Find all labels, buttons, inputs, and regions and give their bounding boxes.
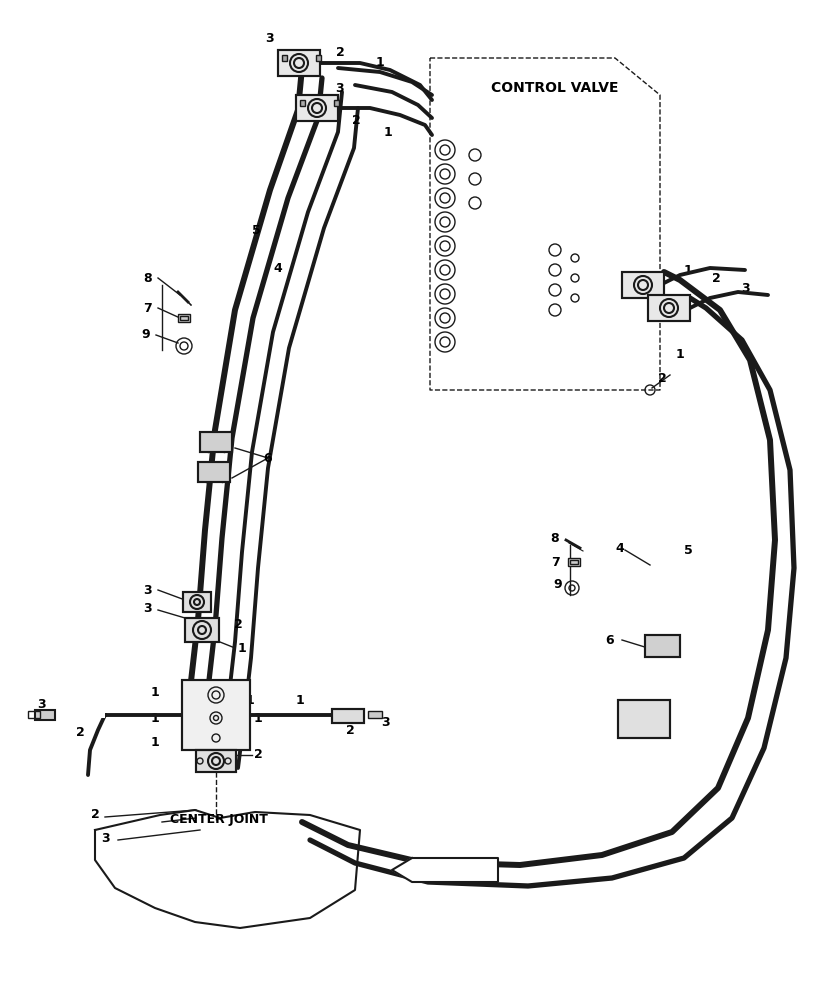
Text: CONTROL VALVE: CONTROL VALVE xyxy=(491,81,619,95)
Bar xyxy=(332,709,364,723)
Text: 3: 3 xyxy=(741,282,749,294)
Bar xyxy=(178,314,190,322)
Bar xyxy=(618,700,670,738)
Bar xyxy=(296,95,338,121)
Bar xyxy=(645,635,680,657)
Text: 1: 1 xyxy=(150,712,160,724)
Bar xyxy=(55,712,105,718)
Polygon shape xyxy=(392,858,498,882)
Bar xyxy=(185,618,219,642)
Text: 3: 3 xyxy=(381,716,389,728)
Text: 2: 2 xyxy=(336,45,344,58)
Bar xyxy=(182,680,250,750)
Text: 5: 5 xyxy=(684,544,692,556)
Bar xyxy=(183,592,211,612)
Text: 2: 2 xyxy=(352,113,360,126)
Bar xyxy=(182,680,250,750)
Text: 6: 6 xyxy=(606,634,614,647)
Text: 4: 4 xyxy=(616,542,624,554)
Text: 1: 1 xyxy=(238,642,246,654)
Text: 3: 3 xyxy=(144,601,152,614)
Text: 2: 2 xyxy=(254,748,262,762)
Text: 1: 1 xyxy=(150,736,160,750)
Text: 3: 3 xyxy=(38,698,46,710)
Bar xyxy=(618,700,670,738)
Text: 1: 1 xyxy=(245,694,255,706)
Bar xyxy=(622,272,664,298)
Bar xyxy=(196,750,236,772)
Text: 1: 1 xyxy=(150,686,160,700)
Text: 1: 1 xyxy=(684,263,692,276)
Bar xyxy=(198,462,230,482)
Bar xyxy=(198,462,230,482)
Bar xyxy=(35,710,55,720)
Text: 1: 1 xyxy=(296,694,304,706)
Bar xyxy=(28,711,40,718)
Bar xyxy=(570,560,578,564)
Bar xyxy=(316,55,321,61)
Text: 5: 5 xyxy=(252,224,260,236)
Text: FRONT: FRONT xyxy=(424,863,472,876)
Text: 1: 1 xyxy=(375,55,385,68)
Text: 6: 6 xyxy=(264,452,272,464)
Text: 9: 9 xyxy=(554,578,562,591)
Bar xyxy=(282,55,287,61)
Text: 7: 7 xyxy=(144,302,152,314)
Bar xyxy=(648,295,690,321)
Text: 1: 1 xyxy=(254,712,262,724)
Text: CENTER JOINT: CENTER JOINT xyxy=(170,814,268,826)
Bar xyxy=(185,618,219,642)
Bar xyxy=(196,750,236,772)
Bar xyxy=(200,432,232,452)
Text: 9: 9 xyxy=(142,328,150,342)
Bar xyxy=(648,295,690,321)
Text: 3: 3 xyxy=(101,832,109,844)
Bar xyxy=(645,635,680,657)
Text: 2: 2 xyxy=(711,271,721,284)
Text: 2: 2 xyxy=(234,618,243,632)
Bar xyxy=(296,95,338,121)
Bar xyxy=(278,50,320,76)
Text: 8: 8 xyxy=(551,532,559,544)
Text: 4: 4 xyxy=(274,261,282,274)
Text: 8: 8 xyxy=(144,271,152,284)
Bar xyxy=(180,316,188,320)
Bar xyxy=(300,100,305,106)
Text: 7: 7 xyxy=(552,556,560,568)
Text: 2: 2 xyxy=(91,808,99,822)
Text: 1: 1 xyxy=(675,349,685,361)
Bar xyxy=(332,709,364,723)
Bar xyxy=(622,272,664,298)
Bar xyxy=(568,558,580,566)
Bar xyxy=(200,432,232,452)
Text: 1: 1 xyxy=(384,125,392,138)
Bar xyxy=(334,100,339,106)
Text: 2: 2 xyxy=(658,371,666,384)
Text: 2: 2 xyxy=(345,724,354,736)
Bar xyxy=(368,711,382,718)
Text: 3: 3 xyxy=(265,31,275,44)
Bar xyxy=(183,592,211,612)
Text: 3: 3 xyxy=(336,82,344,95)
Text: 2: 2 xyxy=(76,726,84,738)
Text: 3: 3 xyxy=(144,584,152,596)
Bar xyxy=(278,50,320,76)
